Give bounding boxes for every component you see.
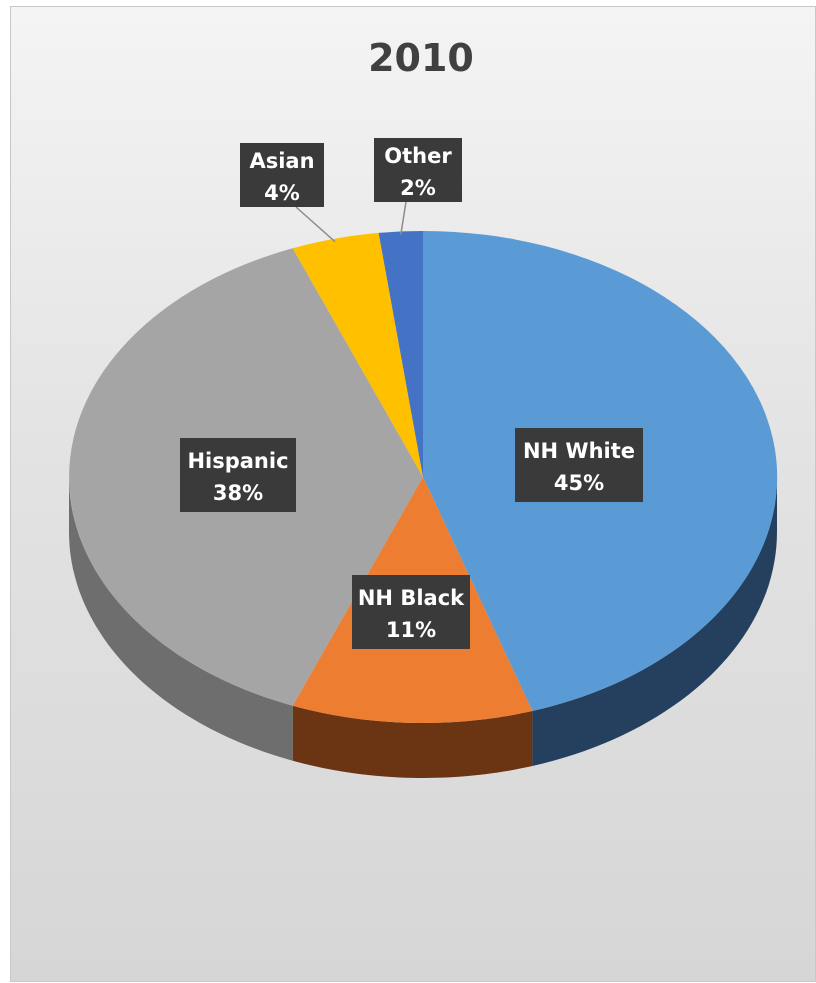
data-label-other: Other 2% [374,138,462,202]
leader-lines-group [295,201,407,243]
data-label-box-hispanic [180,438,296,512]
data-label-hispanic: Hispanic 38% [180,438,296,512]
data-label-value-asian: 4% [264,181,300,205]
pie-side-hispanic [69,477,293,761]
data-label-box-nh-white [515,428,643,502]
data-label-box-other [374,138,462,202]
pie-slices-group [69,230,778,724]
data-label-box-nh-black [352,575,470,649]
data-label-category-nh-white: NH White [523,439,635,463]
pie-depth-group [69,477,777,778]
data-label-box-asian [240,143,324,207]
chart-title: 2010 [368,36,474,80]
data-label-value-nh-black: 11% [386,618,436,642]
data-label-category-other: Other [384,144,452,168]
data-label-nh-black: NH Black 11% [352,575,470,649]
pie-chart: NH White 45% NH Black 11% Hispanic 38% Asian 4%… [69,36,778,778]
data-label-value-other: 2% [400,176,436,200]
data-label-category-hispanic: Hispanic [187,449,288,473]
data-label-category-nh-black: NH Black [358,586,465,610]
leader-line-asian [295,206,336,243]
pie-slice-other [378,230,423,477]
leader-line-other [400,201,407,235]
data-label-category-asian: Asian [249,149,314,173]
pie-side-nh-black [292,705,533,778]
data-label-nh-white: NH White 45% [515,428,643,502]
data-label-asian: Asian 4% [240,143,324,207]
pie-side-nh-white [532,477,777,766]
data-label-value-hispanic: 38% [213,481,263,505]
data-labels-group: NH White 45% NH Black 11% Hispanic 38% Asian 4%… [180,138,643,649]
data-label-value-nh-white: 45% [554,471,604,495]
chart-area: NH White 45% NH Black 11% Hispanic 38% Asian 4%… [10,6,816,982]
pie-slice-asian [292,232,423,477]
